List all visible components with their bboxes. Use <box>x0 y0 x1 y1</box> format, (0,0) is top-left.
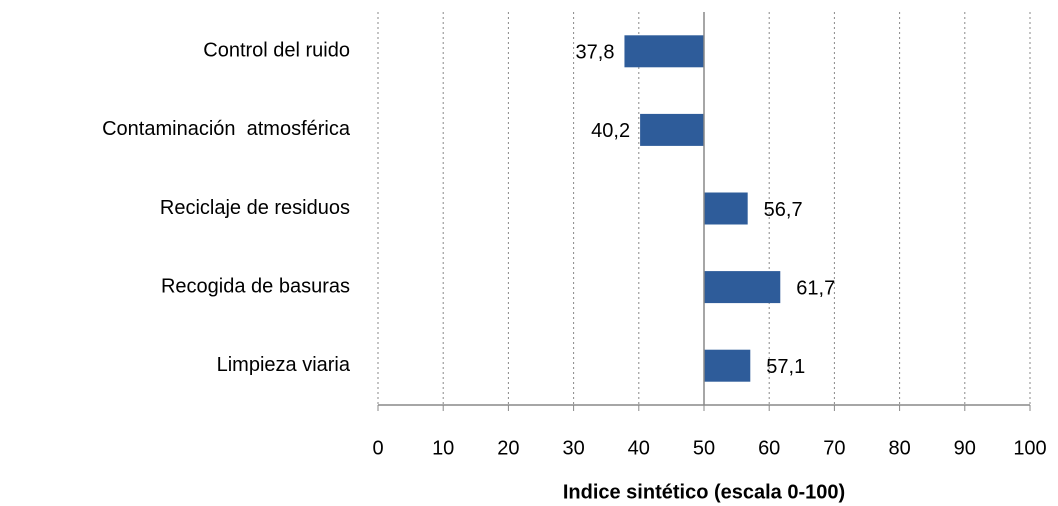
data-label: 37,8 <box>576 42 615 64</box>
x-tick-label: 100 <box>1013 437 1046 459</box>
y-tick-label: Reciclaje de residuos <box>160 197 350 219</box>
x-tick-label: 90 <box>954 437 976 459</box>
x-tick-label: 40 <box>628 437 650 459</box>
x-tick-label: 10 <box>432 437 454 459</box>
x-axis-title: Indice sintético (escala 0-100) <box>563 481 845 503</box>
bar <box>704 271 781 304</box>
y-tick-label: Control del ruido <box>203 40 350 62</box>
x-tick-label: 70 <box>823 437 845 459</box>
x-tick-label: 50 <box>693 437 715 459</box>
y-tick-label: Limpieza viaria <box>217 354 351 376</box>
bar <box>640 113 704 146</box>
data-label: 40,2 <box>591 120 630 142</box>
x-tick-label: 30 <box>562 437 584 459</box>
bar <box>624 35 704 68</box>
data-label: 56,7 <box>764 199 803 221</box>
x-tick-label: 20 <box>497 437 519 459</box>
data-label: 57,1 <box>766 356 805 378</box>
bar <box>704 192 748 225</box>
x-tick-label: 60 <box>758 437 780 459</box>
bar <box>704 349 751 382</box>
y-tick-label: Contaminación atmosférica <box>102 118 351 140</box>
x-tick-label: 0 <box>372 437 383 459</box>
y-tick-label: Recogida de basuras <box>161 275 350 297</box>
x-tick-label: 80 <box>888 437 910 459</box>
data-label: 61,7 <box>796 277 835 299</box>
